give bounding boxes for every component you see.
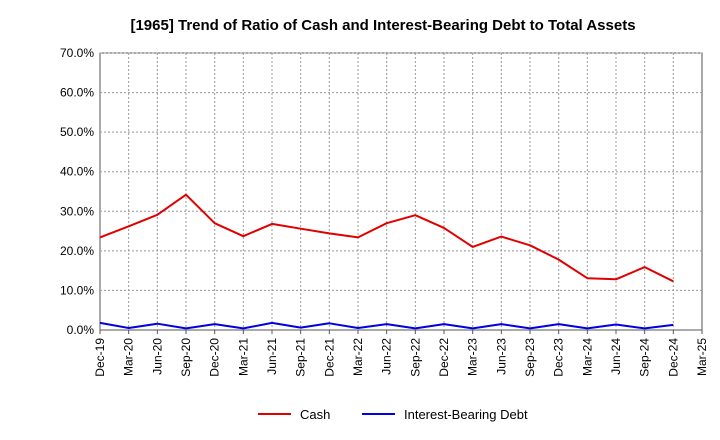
x-tick-label: Jun-22 [380,338,394,375]
y-tick-label: 50.0% [60,125,94,139]
series [99,193,674,330]
x-tick-label: Dec-21 [322,338,336,377]
y-tick-label: 60.0% [60,86,94,100]
y-tick-label: 40.0% [60,165,94,179]
legend: Cash Interest-Bearing Debt [258,407,528,422]
x-tick-label: Mar-23 [466,338,480,376]
chart-title: [1965] Trend of Ratio of Cash and Intere… [130,17,635,34]
y-tick-label: 0.0% [67,323,95,337]
y-axis: 0.0% 10.0% 20.0% 30.0% 40.0% 50.0% 60.0% 70.0% [60,46,94,337]
x-tick-label: Sep-20 [179,338,193,377]
grid [100,52,702,330]
x-tick-label: Mar-20 [122,338,136,376]
x-tick-label: Sep-21 [294,338,308,377]
y-tick-label: 70.0% [60,46,94,60]
x-tick-label: Jun-23 [494,338,508,375]
x-tick-label: Sep-23 [523,338,537,377]
y-tick-label: 20.0% [60,244,94,258]
x-tick-label: Mar-22 [351,338,365,376]
legend-label: Cash [300,407,330,422]
x-tick-label: Jun-20 [150,338,164,375]
x-tick-label: Sep-24 [638,338,652,377]
x-tick-label: Jun-21 [265,338,279,375]
y-tick-label: 30.0% [60,204,94,218]
y-tick-label: 10.0% [60,283,94,297]
x-tick-label: Mar-21 [236,338,250,376]
legend-label: Interest-Bearing Debt [404,407,528,422]
x-tick-label: Dec-23 [552,338,566,377]
x-tick-label: Dec-19 [93,338,107,377]
series-line-cash [99,193,674,283]
x-axis: Dec-19 Mar-20 Jun-20 Sep-20 Dec-20 Mar-21 Jun-… [93,330,709,377]
series-line-interest-bearing-debt [99,321,674,330]
x-tick-label: Dec-20 [208,338,222,377]
x-tick-label: Mar-24 [580,338,594,376]
x-tick-label: Mar-25 [695,338,709,376]
x-tick-label: Dec-22 [437,338,451,377]
plot-area [99,52,703,331]
x-tick-label: Dec-24 [666,338,680,377]
x-tick-label: Sep-22 [408,338,422,377]
x-tick-label: Jun-24 [609,338,623,375]
